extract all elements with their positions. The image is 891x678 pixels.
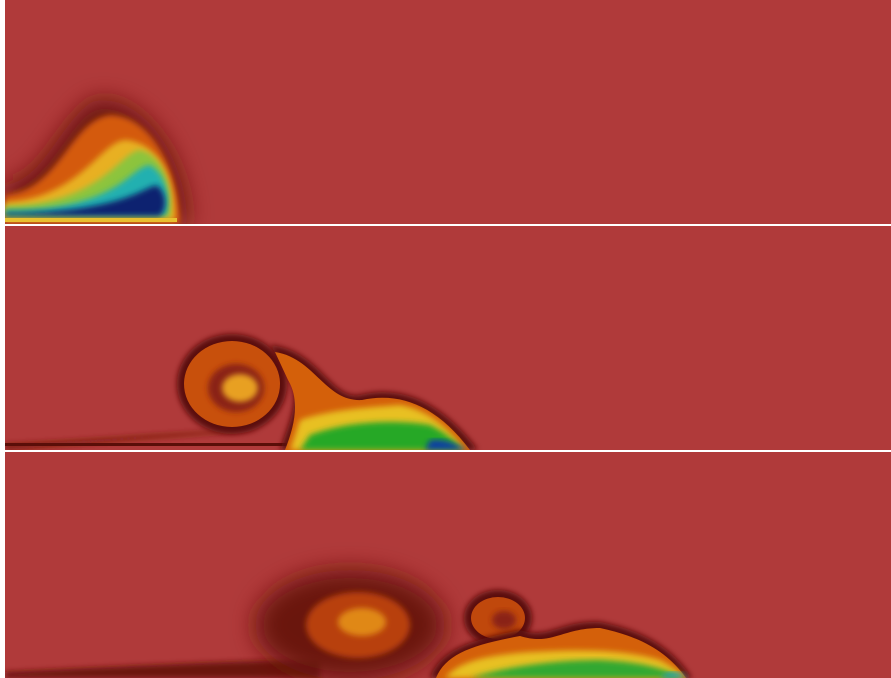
field	[5, 452, 891, 678]
tail	[5, 660, 320, 678]
vortex-core	[222, 374, 258, 402]
plume-blue	[425, 439, 468, 450]
frame-1	[5, 0, 891, 224]
bottom-line	[5, 443, 295, 446]
frame-2	[5, 226, 891, 450]
plume-green	[300, 422, 462, 450]
bottom-layer	[5, 218, 177, 222]
plume-green	[470, 660, 682, 678]
vortex-core	[338, 608, 386, 636]
vortex-2-core	[492, 611, 516, 629]
separator	[5, 450, 891, 452]
field	[5, 226, 891, 450]
plume-blue	[5, 185, 165, 216]
frame-3	[5, 452, 891, 678]
separator	[5, 224, 891, 226]
plume-cyan	[660, 672, 688, 678]
